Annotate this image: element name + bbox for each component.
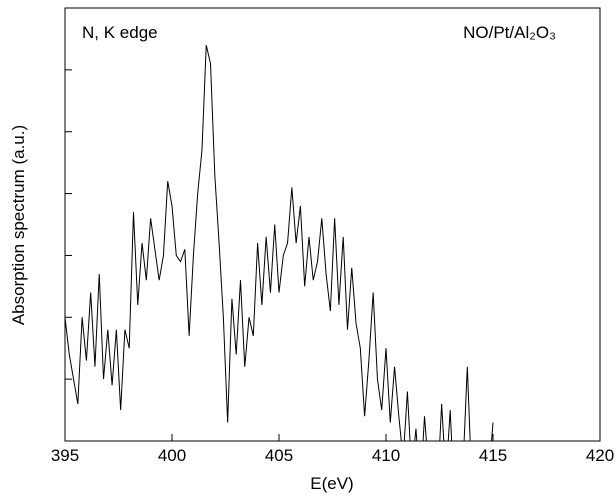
x-axis-label: E(eV) [310,474,353,493]
annotation: N, K edge [82,23,158,42]
y-axis-label: Absorption spectrum (a.u.) [9,125,28,325]
x-tick-label: 420 [586,446,614,465]
plot-frame [64,7,601,442]
x-tick-label: 405 [265,446,293,465]
x-tick-label: 410 [372,446,400,465]
x-tick-label: 400 [158,446,186,465]
annotation: NO/Pt/Al₂O₃ [463,23,556,42]
x-tick-label: 415 [479,446,507,465]
spectrum-line [65,44,494,441]
x-tick-label: 395 [51,446,79,465]
